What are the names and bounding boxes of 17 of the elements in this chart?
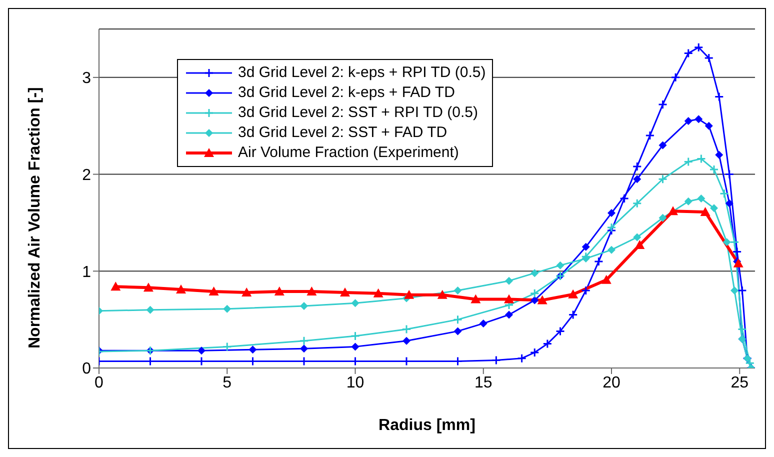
x-axis-title: Radius [mm]: [378, 417, 476, 434]
y-tick-label: 2: [82, 166, 92, 184]
legend-label: 3d Grid Level 2: SST + RPI TD (0.5): [238, 103, 478, 123]
x-tick-label: 5: [222, 374, 232, 392]
x-tick-label: 15: [474, 374, 492, 392]
x-tick-label: 0: [94, 374, 104, 392]
x-tick-label: 10: [346, 374, 364, 392]
legend-label: 3d Grid Level 2: k-eps + RPI TD (0.5): [238, 63, 486, 83]
y-tick-label: 1: [82, 264, 92, 281]
legend-label: 3d Grid Level 2: SST + FAD TD: [238, 123, 448, 143]
legend-label: Air Volume Fraction (Experiment): [238, 143, 459, 163]
y-axis-title: Normalized Air Volume Fraction [-]: [26, 87, 44, 348]
x-tick-label: 25: [730, 374, 749, 392]
y-tick-label: 0: [82, 360, 92, 378]
x-tick-label: 20: [602, 374, 620, 392]
y-tick-label: 3: [82, 70, 92, 88]
legend-label: 3d Grid Level 2: k-eps + FAD TD: [238, 83, 455, 103]
